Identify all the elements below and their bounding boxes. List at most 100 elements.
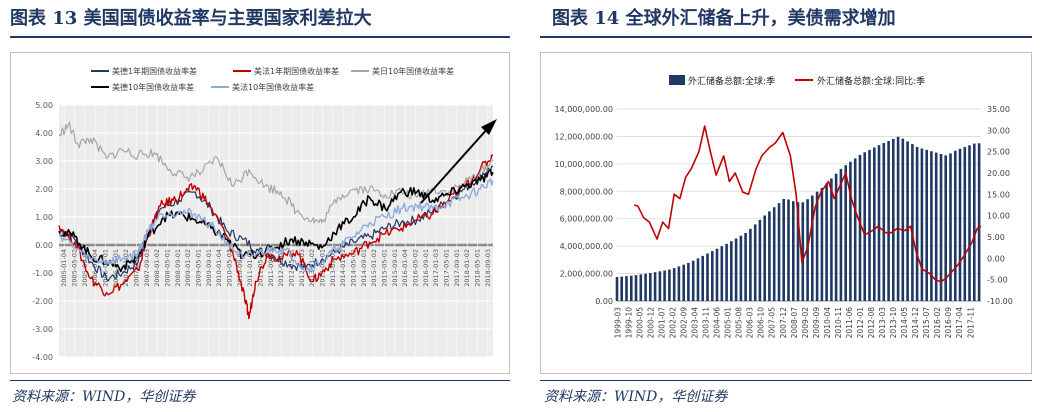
- x-tick-label: 1999-03: [613, 307, 622, 339]
- reserve-bar: [620, 276, 623, 301]
- x-tick-label: 2016-02: [933, 307, 942, 339]
- x-tick-label: 2012-08: [867, 307, 876, 339]
- reserve-bar: [615, 277, 619, 301]
- reserve-bar: [811, 195, 814, 301]
- reserve-bar: [739, 235, 743, 301]
- left-source-note: 资料来源：WIND，华创证券: [12, 389, 196, 405]
- y-right-tick-label: 20.00: [987, 169, 1010, 178]
- reserve-bar: [677, 266, 681, 301]
- y-left-tick-label: 14,000,000.00: [554, 105, 613, 114]
- x-tick-label: 2011-09-01: [267, 249, 275, 287]
- x-tick-label: 2008-07: [790, 307, 799, 339]
- reserve-bar: [725, 243, 728, 301]
- legend-label: 外汇储备总额:全球:同比:季: [817, 75, 925, 87]
- x-tick-label: 2003-11: [702, 307, 711, 339]
- y-right-tick-label: 0.00: [987, 254, 1005, 263]
- x-tick-label: 2013-01-02: [308, 249, 316, 287]
- reserve-bar: [649, 273, 652, 301]
- reserve-bar: [892, 138, 895, 301]
- y-left-tick-label: 0.00: [595, 297, 613, 306]
- reserve-bar: [792, 201, 795, 301]
- reserve-bar: [915, 146, 919, 301]
- x-tick-label: 2001-07: [657, 307, 666, 339]
- reserve-bar: [954, 150, 957, 301]
- x-tick-label: 2009-01-02: [184, 249, 192, 287]
- x-tick-label: 2015-05-01: [381, 249, 389, 287]
- x-tick-label: 2012-01-03: [277, 249, 285, 287]
- x-tick-label: 2012-09-03: [298, 249, 306, 287]
- reserve-bar: [672, 268, 676, 301]
- reserve-bar: [730, 241, 733, 301]
- reserve-bar: [663, 270, 666, 301]
- reserve-bar: [796, 202, 800, 301]
- reserve-bar: [787, 199, 790, 301]
- reserve-bar: [806, 199, 809, 301]
- x-tick-label: 2007-05: [768, 307, 777, 339]
- x-tick-label: 2008-09-01: [174, 249, 182, 287]
- legend-swatch-bar: [669, 75, 685, 85]
- yield-spread-chart: 5.00 4.00 3.00 2.00 1.00 0.00 -1.00 -2.00 -3.00 -…: [32, 66, 497, 362]
- x-tick-label: 2007-12: [779, 307, 788, 339]
- reserve-bar: [934, 152, 938, 301]
- x-tick-label: 2010-11: [834, 307, 843, 339]
- x-tick-label: 2017-01-03: [432, 249, 440, 287]
- x-tick-label: 2018-09-03: [484, 249, 492, 287]
- x-tick-label: 2005-01: [724, 307, 733, 339]
- reserve-bar: [706, 253, 709, 301]
- x-tick-label: 2003-04: [691, 307, 700, 339]
- legend-label: 美法10年国债收益率差: [232, 82, 314, 92]
- x-tick-label: 1999-10: [624, 307, 633, 339]
- reserve-bar: [873, 147, 876, 301]
- y-right-tick-label: 30.00: [987, 126, 1010, 135]
- x-tick-label: 2000-05: [635, 307, 644, 339]
- x-tick-label: 2011-01-04: [246, 249, 254, 287]
- x-tick-label: 2010-05-03: [226, 249, 234, 287]
- reserve-bar: [949, 153, 952, 301]
- y-right-tick-label: 10.00: [987, 212, 1010, 221]
- x-tick-label: 2012-01: [856, 307, 865, 339]
- reserve-bar: [644, 273, 647, 301]
- reserve-bar: [625, 276, 628, 301]
- y-tick-label: -4.00: [32, 353, 53, 362]
- y-right-tick-label: 35.00: [987, 105, 1010, 114]
- x-tick-label: 2015-09-01: [391, 249, 399, 287]
- reserve-bar: [868, 149, 871, 301]
- reserve-bar: [844, 165, 847, 301]
- x-tick-label: 2006-03: [746, 307, 755, 339]
- reserve-bar: [777, 203, 781, 301]
- x-tick-label: 2009-05-01: [195, 249, 203, 287]
- y-tick-label: 2.00: [35, 185, 53, 194]
- reserve-bar: [801, 202, 805, 301]
- reserve-bar: [634, 275, 638, 301]
- x-tick-label: 2016-05-02: [412, 249, 420, 287]
- plot-area: [59, 105, 493, 357]
- reserve-bar: [863, 152, 866, 301]
- series-line: [58, 178, 494, 273]
- x-tick-label: 2009-09: [812, 307, 821, 339]
- reserve-bar: [711, 251, 714, 301]
- x-tick-label: 2013-03: [878, 307, 887, 339]
- x-tick-label: 2006-10: [757, 307, 766, 339]
- reserve-bar: [963, 147, 967, 301]
- reserve-bar: [825, 183, 828, 301]
- y-right-tick-label: 15.00: [987, 190, 1010, 199]
- reserve-bar: [744, 233, 747, 301]
- reserve-bar: [958, 148, 962, 301]
- reserve-bar: [782, 199, 785, 301]
- right-title-rule: [540, 36, 1032, 38]
- x-tick-label: 2014-05-01: [350, 249, 358, 287]
- x-tick-label: 2009-02: [801, 307, 810, 339]
- x-tick-label: 2011-06: [845, 307, 854, 339]
- x-tick-label: 2002-02: [668, 307, 677, 339]
- reserve-bar: [691, 260, 695, 301]
- reserve-bar: [701, 255, 704, 301]
- x-tick-label: 2006-05-01: [102, 249, 110, 287]
- y-right-tick-label: 25.00: [987, 148, 1010, 157]
- right-chart-title: 图表 14 全球外汇储备上升，美债需求增加: [552, 8, 896, 29]
- reserve-bar: [849, 161, 852, 301]
- reserve-bar: [687, 262, 690, 301]
- y-left-tick-label: 6,000,000.00: [560, 215, 613, 224]
- x-tick-label: 2018-01-02: [463, 249, 471, 287]
- left-source-rule: [10, 380, 510, 381]
- legend-label: 美法1年期国债收益率差: [254, 66, 339, 76]
